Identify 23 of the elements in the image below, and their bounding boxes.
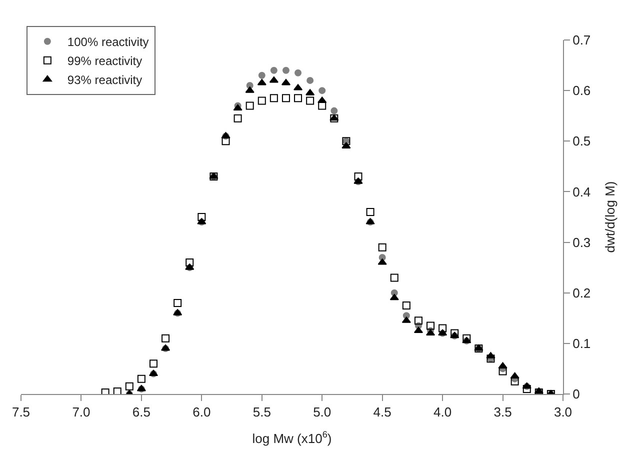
y-tick-label: 0.3 <box>572 234 591 250</box>
y-tick-label: 0 <box>572 386 580 402</box>
y-axis-title: dwt/d(log M) <box>602 181 618 253</box>
legend-label: 93% reactivity <box>67 73 142 88</box>
x-tick-label: 5.5 <box>252 404 271 420</box>
y-tick-label: 0.1 <box>572 336 591 351</box>
x-tick-label: 4.5 <box>373 404 392 420</box>
x-tick-label: 5.0 <box>313 404 332 420</box>
y-tick-label: 0.2 <box>572 285 591 300</box>
legend-label: 100% reactivity <box>67 35 149 50</box>
x-axis-title: log Mw (x10$^{6}$) <box>252 430 332 446</box>
x-tick-label: 6.0 <box>192 404 211 420</box>
x-tick-label: 3.5 <box>494 404 512 420</box>
x-tick-label: 3.0 <box>554 404 572 420</box>
y-tick-label: 0.4 <box>572 184 591 200</box>
x-tick-label: 7.5 <box>12 404 30 420</box>
x-tick-label: 6.5 <box>132 404 150 420</box>
x-tick-label: 7.0 <box>72 404 90 420</box>
y-tick-label: 0.6 <box>572 83 591 98</box>
legend-label: 99% reactivity <box>67 54 142 68</box>
y-tick-label: 0.7 <box>572 32 591 48</box>
x-tick-label: 4.0 <box>434 404 452 420</box>
y-tick-label: 0.5 <box>572 134 591 149</box>
